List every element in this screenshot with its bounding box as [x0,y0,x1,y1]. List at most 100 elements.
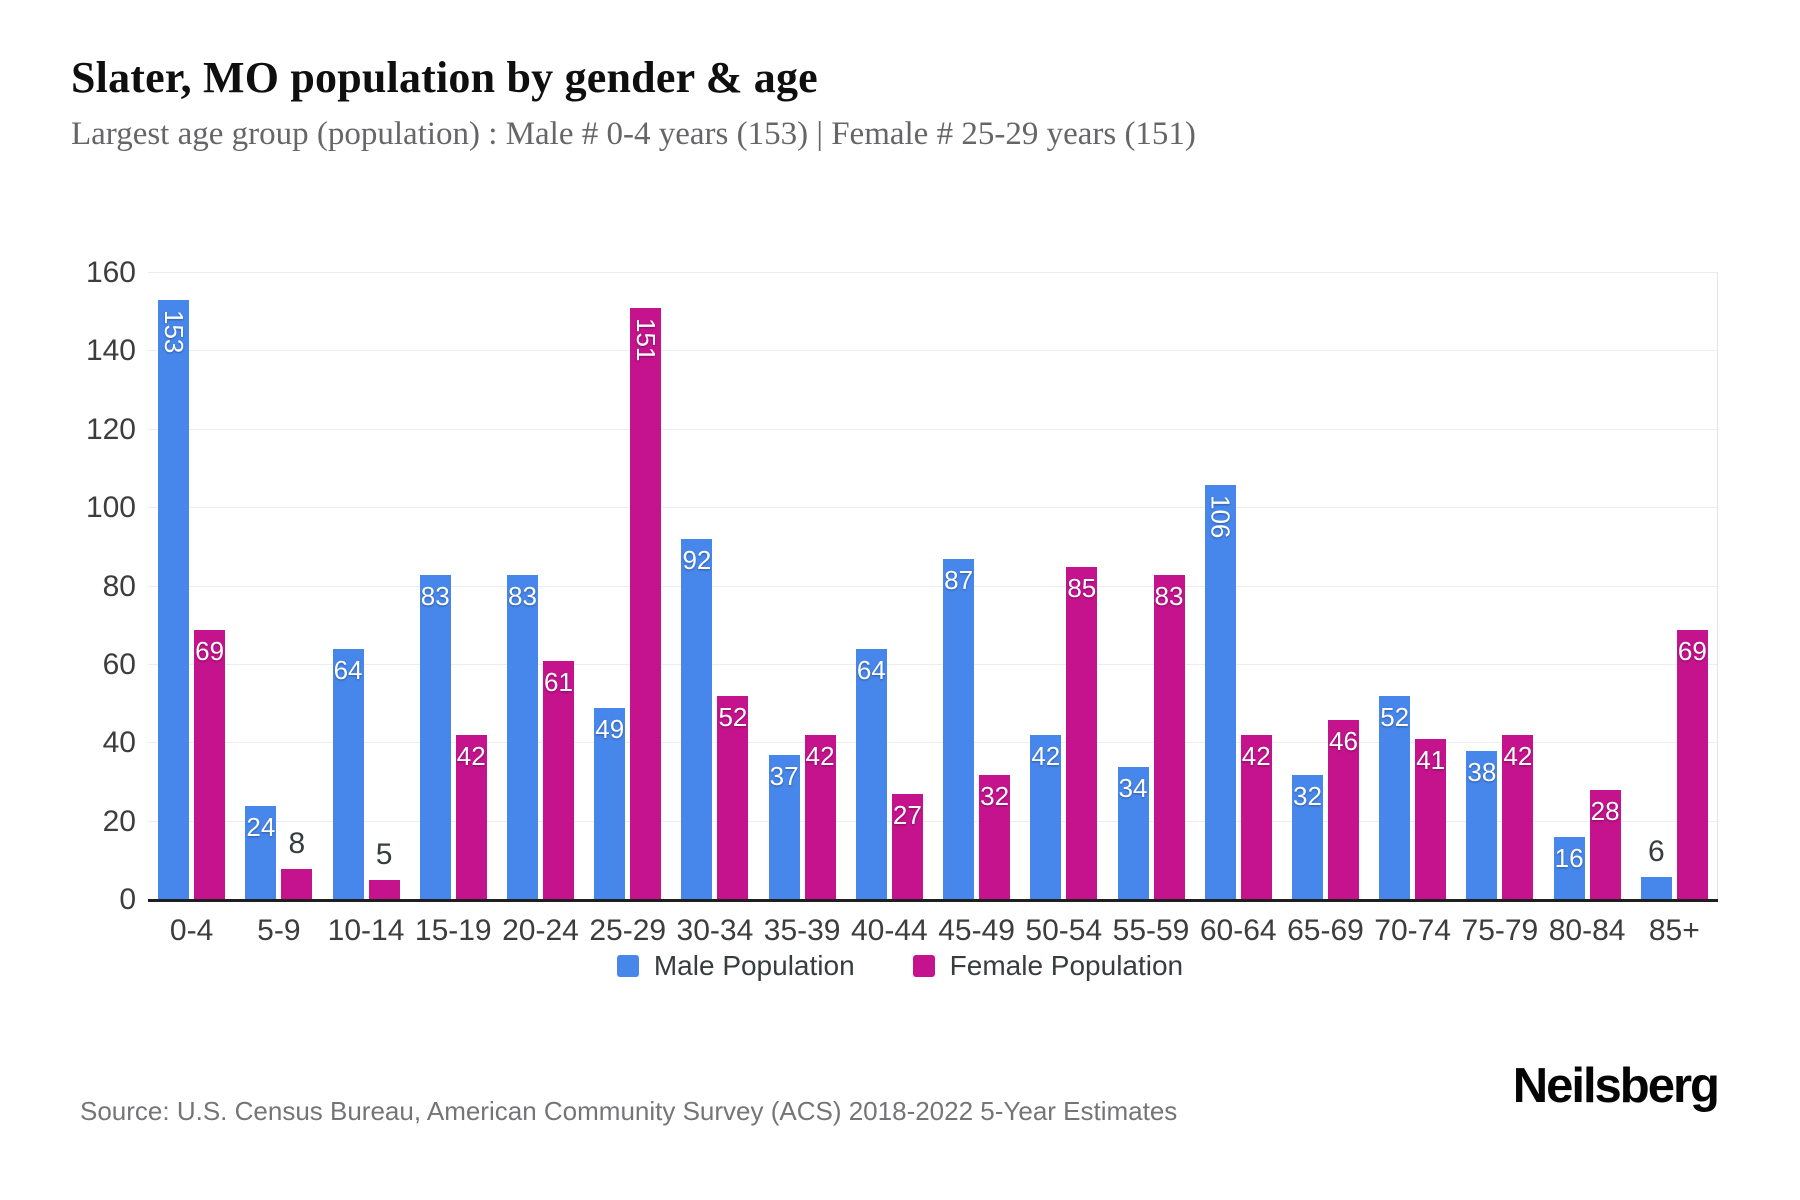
bar-value-label: 69 [195,635,225,666]
y-axis: 0 20 40 60 80 100 120 140 160 [0,256,136,916]
plot-area: 153 69 0-4 24 8 5-9 64 5 10-14 83 42 15-19 83 61 20-24… [148,272,1718,947]
x-tick-label-45-49: 45-49 [938,914,1015,947]
x-tick-label-40-44: 40-44 [850,914,928,947]
bar-groups: 153 69 0-4 24 8 5-9 64 5 10-14 83 42 15-19 83 61 20-24… [148,273,1718,947]
bar-female-population-40-44: 27 [891,794,923,900]
legend-item-female-population[interactable]: Female Population [912,950,1183,982]
bar-value-label: 34 [1118,772,1148,803]
bar-female-population-65-69: 46 [1327,719,1359,900]
bar-female-population-55-59: 83 [1153,574,1185,900]
bar-female-population-0-4: 69 [194,629,226,900]
bar-value-label: 42 [456,741,486,772]
legend-swatch-icon [616,955,639,977]
bar-group-85+: 6 69 85+ [1631,273,1718,947]
x-tick-label-20-24: 20-24 [502,914,579,947]
bar-female-population-60-64: 42 [1240,735,1272,900]
gridline-40 [148,742,1718,744]
bar-value-label: 49 [595,713,625,744]
page-title: Slater, MO population by gender & age [71,53,818,102]
bar-male-population-0-4: 153 [158,300,190,900]
bar-group-25-29: 49 151 25-29 [584,273,671,947]
legend-swatch-icon [912,955,935,977]
bar-value-label: 83 [508,580,537,611]
chart-legend: Male Population Female Population [0,950,1800,982]
bar-value-label: 46 [1328,725,1358,756]
x-tick-label-65-69: 65-69 [1287,914,1364,947]
bar-value-label: 151 [631,318,662,362]
legend-label: Male Population [653,950,855,981]
bar-value-label: 5 [375,838,393,872]
bar-female-population-35-39: 42 [804,735,836,900]
bar-group-60-64: 106 42 60-64 [1195,273,1282,947]
bar-value-label: 153 [159,310,190,354]
bar-male-population-20-24: 83 [506,574,538,900]
bar-female-population-5-9: 8 [281,827,313,900]
x-tick-label-35-39: 35-39 [763,914,841,947]
y-tick-label-140: 140 [85,334,136,368]
gridline-160 [148,272,1718,273]
bar-male-population-80-84: 16 [1553,837,1585,900]
x-tick-label-70-74: 70-74 [1374,914,1452,947]
y-tick-label-100: 100 [85,491,136,525]
bar-female-population-80-84: 28 [1589,790,1621,900]
bar-male-population-60-64: 106 [1204,484,1236,900]
source-text: Source: U.S. Census Bureau, American Com… [80,1096,1178,1126]
legend-item-male-population[interactable]: Male Population [616,950,855,982]
bar-value-label: 52 [718,702,748,733]
plot-right-border [1717,273,1718,900]
bar-female-population-15-19: 42 [455,735,487,900]
x-tick-label-50-54: 50-54 [1025,914,1103,947]
bar-male-population-70-74: 52 [1379,696,1411,900]
bar-female-population-45-49: 32 [979,774,1011,900]
x-tick-label-85+: 85+ [1648,914,1700,947]
bar-value-label: 64 [333,655,363,686]
bar-male-population-85+: 6 [1640,835,1672,900]
bar-group-30-34: 92 52 30-34 [671,273,758,947]
bar-value-label: 106 [1205,494,1236,539]
page-subtitle: Largest age group (population) : Male # … [71,116,1196,152]
bar-value-label: 42 [1241,741,1271,772]
bar-male-population-75-79: 38 [1466,751,1498,900]
x-axis-line [148,899,1718,902]
bar-female-population-30-34: 52 [717,696,749,900]
bar-value-label: 37 [769,761,799,792]
gridline-60 [148,663,1718,665]
bar-male-population-35-39: 37 [768,755,800,900]
x-tick-label-10-14: 10-14 [327,914,405,947]
bar-female-population-50-54: 85 [1066,566,1098,900]
bar-value-label: 27 [892,800,922,831]
bar-male-population-10-14: 64 [332,649,364,900]
bar-group-0-4: 153 69 0-4 [148,273,235,947]
gridline-80 [148,585,1718,587]
bar-value-label: 42 [805,741,835,772]
bar-male-population-55-59: 34 [1117,766,1149,900]
gridline-140 [148,350,1718,352]
bar-female-population-25-29: 151 [630,308,662,900]
bar-group-15-19: 83 42 15-19 [410,273,497,947]
gridline-120 [148,428,1718,430]
bar-group-70-74: 52 41 70-74 [1369,273,1456,947]
bar-value-label: 61 [544,666,573,697]
y-tick-label-0: 0 [119,883,136,916]
bar-value-label: 6 [1647,834,1665,868]
bar-female-population-70-74: 41 [1415,739,1447,900]
x-tick-label-75-79: 75-79 [1461,914,1539,947]
bar-male-population-30-34: 92 [681,539,713,900]
bar-value-label: 42 [1503,741,1533,772]
x-tick-label-5-9: 5-9 [257,914,301,947]
bar-value-label: 52 [1380,702,1410,733]
x-tick-label-80-84: 80-84 [1548,914,1626,947]
bar-male-population-25-29: 49 [594,707,626,900]
y-tick-label-40: 40 [102,726,136,760]
x-tick-label-55-59: 55-59 [1112,914,1190,947]
gridline-100 [148,507,1718,509]
y-tick-label-60: 60 [102,647,136,681]
bar-female-population-20-24: 61 [542,660,574,900]
bar-group-65-69: 32 46 65-69 [1282,273,1369,947]
y-tick-label-20: 20 [102,804,136,838]
bar-value-label: 83 [1154,580,1184,611]
bar-group-80-84: 16 28 80-84 [1544,273,1631,947]
brand-logo: Neilsberg [1512,1059,1720,1113]
bar-male-population-40-44: 64 [855,649,887,900]
